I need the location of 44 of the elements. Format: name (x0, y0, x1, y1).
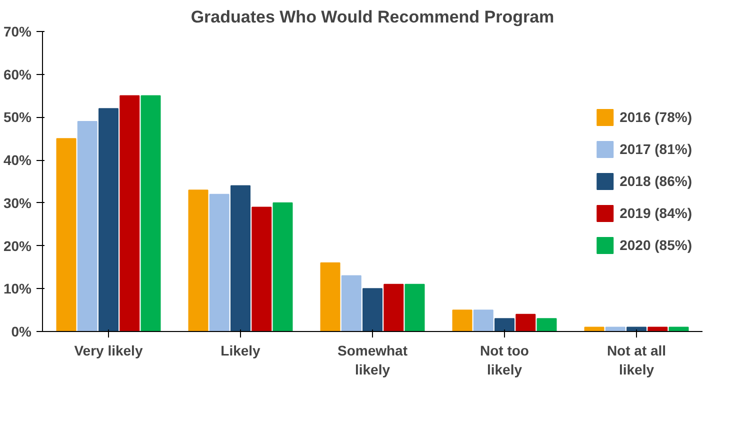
y-tick-label: 0% (11, 324, 32, 340)
bar (494, 318, 515, 332)
legend-label: 2016 (78%) (620, 109, 692, 125)
y-tick-label: 70% (3, 24, 32, 40)
y-tick-label: 40% (3, 152, 32, 168)
bar (384, 284, 404, 332)
x-tick-label: Very likely (74, 342, 143, 358)
bar (230, 185, 251, 332)
bar (320, 262, 340, 332)
bar (516, 314, 536, 332)
bar (209, 194, 230, 332)
bar (252, 206, 272, 332)
bar (536, 318, 557, 332)
legend-label: 2020 (85%) (620, 237, 692, 253)
bar (140, 95, 161, 332)
bar (120, 95, 140, 332)
y-tick-label: 50% (3, 109, 32, 126)
bar (648, 326, 668, 332)
bar (668, 326, 689, 332)
bar (473, 310, 494, 332)
legend-label: 2018 (86%) (620, 173, 692, 189)
x-tick-label: Somewhat likely (337, 342, 408, 378)
y-tick-label: 20% (3, 238, 32, 254)
bar (452, 310, 472, 332)
bar (77, 121, 98, 332)
bar (56, 138, 76, 332)
y-tick-label: 30% (3, 194, 32, 211)
bar (272, 202, 293, 332)
bar (341, 275, 362, 332)
legend-label: 2019 (84%) (620, 205, 692, 221)
bar (404, 284, 425, 332)
chart-title: Graduates Who Would Recommend Program (190, 8, 554, 26)
bar (362, 288, 383, 332)
bar (584, 326, 604, 332)
bar (605, 326, 626, 332)
x-tick-label: Not too likely (480, 342, 529, 378)
y-tick-label: 10% (3, 280, 32, 297)
bar (98, 108, 119, 332)
legend-label: 2017 (81%) (620, 141, 692, 157)
x-tick-label: Not at all likely (606, 342, 666, 378)
x-tick-label: Likely (220, 342, 261, 358)
y-tick-label: 60% (3, 66, 32, 82)
bar (626, 326, 647, 332)
bar (188, 190, 208, 332)
